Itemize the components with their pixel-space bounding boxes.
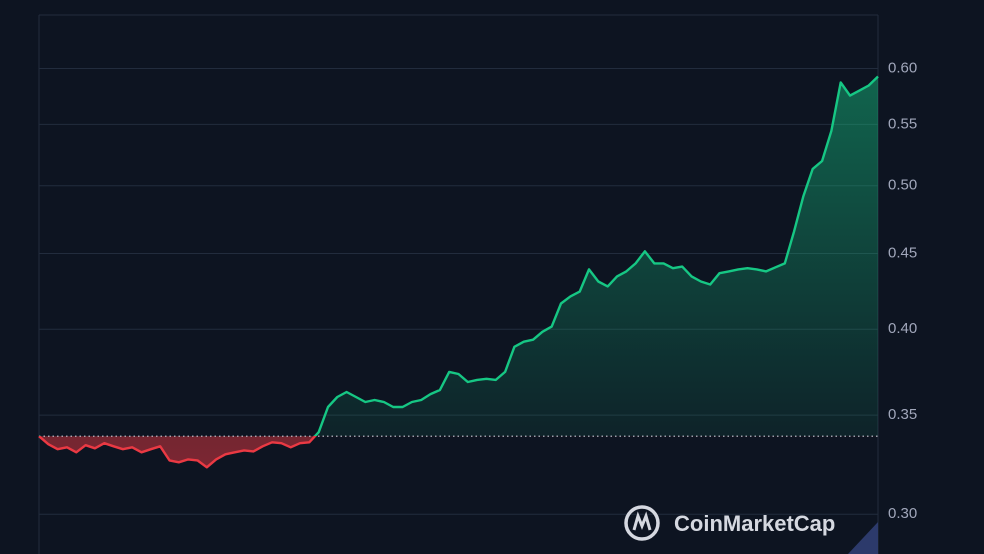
- price-line: [38, 75, 879, 469]
- y-tick-label: 0.55: [888, 115, 917, 132]
- watermark-logo: [624, 505, 660, 541]
- y-tick-label: 0.30: [888, 505, 917, 522]
- y-tick-label: 0.35: [888, 406, 917, 423]
- watermark-logo-mark: [632, 511, 652, 531]
- y-tick-label: 0.40: [888, 320, 917, 337]
- watermark-text: CoinMarketCap: [674, 511, 835, 536]
- y-tick-label: 0.45: [888, 244, 917, 261]
- y-tick-label: 0.50: [888, 177, 917, 194]
- watermark: CoinMarketCap: [624, 505, 835, 541]
- area-up: [39, 76, 878, 437]
- corner-decoration: [848, 522, 878, 554]
- y-tick-label: 0.60: [888, 59, 917, 76]
